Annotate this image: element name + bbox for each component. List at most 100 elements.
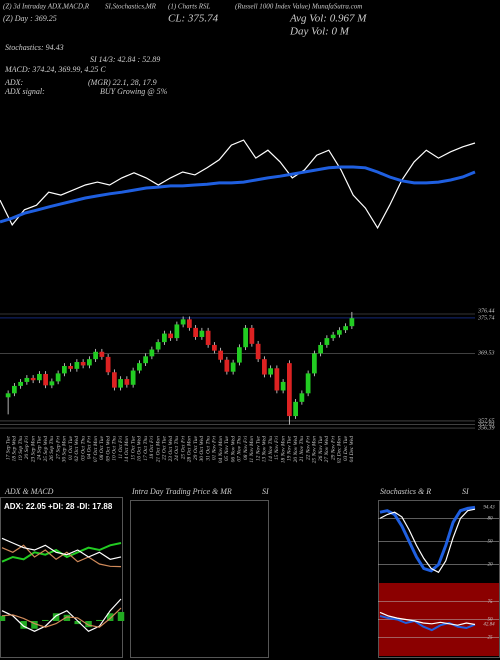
header-text: (Russell 1000 Index Value) MunafaSutra.c… — [235, 3, 362, 11]
candle-body — [18, 381, 23, 386]
panel-title: Stochastics & R — [380, 487, 431, 496]
end-label: 94.43 — [483, 505, 495, 510]
panel-frame — [130, 500, 269, 658]
x-tick-label: 12 Nov Tue — [255, 435, 261, 461]
y-tick-label: 25 — [488, 635, 494, 640]
x-tick-label: 01 Oct Tue — [68, 435, 74, 460]
x-tick-label: 25 Sep Wed — [43, 436, 49, 462]
stochastics-value: Stochastics: 94.43 — [5, 43, 64, 52]
histogram-bar — [52, 613, 60, 621]
candle-body — [318, 344, 323, 354]
candle-body — [62, 366, 67, 374]
candle-body — [87, 359, 92, 366]
x-tick-label: 17 Sep Tue — [5, 435, 11, 460]
adx-values: (MGR) 22.1, 28, 17.9 — [88, 78, 157, 87]
candle-body — [137, 363, 142, 371]
x-tick-label: 27 Sep Fri — [55, 436, 61, 460]
x-tick-label: 29 Nov Fri — [330, 436, 336, 461]
y-tick-label: 369.53 — [477, 351, 495, 357]
candle-body — [37, 373, 42, 381]
x-tick-label: 07 Oct Mon — [93, 436, 99, 463]
x-tick-label: 01 Nov Fri — [212, 436, 218, 461]
candle-body — [199, 330, 205, 337]
series-line — [379, 611, 476, 626]
x-tick-label: 08 Nov Fri — [243, 436, 249, 461]
candle-body — [312, 353, 317, 374]
x-tick-label: 30 Oct Wed — [199, 436, 205, 463]
day-volume: Day Vol: 0 M — [289, 26, 350, 38]
candle-body — [330, 334, 336, 339]
x-tick-label: 30 Sep Mon — [62, 436, 68, 464]
x-tick-label: 19 Sep Thu — [18, 436, 24, 461]
header-text: (Z) 3d Intraday ADX,MACD,R — [3, 3, 90, 11]
x-tick-label: 21 Oct Mon — [155, 436, 161, 463]
x-tick-label: 14 Oct Mon — [123, 436, 130, 463]
candle-body — [112, 372, 117, 388]
candle-body — [349, 318, 355, 327]
x-tick-label: 04 Dec Wed — [348, 436, 355, 463]
candle-body — [299, 393, 305, 402]
candle-body — [305, 373, 311, 394]
y-tick-label: 357.65 — [477, 418, 495, 424]
candle-body — [55, 373, 61, 382]
x-tick-label: 03 Oct Thu — [80, 436, 86, 461]
x-tick-label: 27 Nov Wed — [324, 436, 330, 463]
candle-body — [205, 330, 211, 345]
histogram-bar — [0, 615, 6, 621]
y-tick-label: 80 — [488, 517, 494, 522]
end-label: 42.84 — [483, 623, 495, 628]
histogram-bar — [106, 613, 114, 621]
histogram-bar — [42, 619, 49, 621]
x-tick-label: 25 Oct Fri — [180, 436, 186, 460]
x-tick-label: 18 Sep Wed — [12, 436, 18, 462]
candle-body — [293, 401, 298, 417]
candle-body — [337, 330, 342, 335]
panel-values: ADX: 22.05 +DI: 28 -DI: 17.88 — [4, 502, 113, 511]
x-tick-label: 19 Nov Tue — [287, 435, 293, 461]
series-line — [379, 508, 476, 574]
x-tick-label: 15 Nov Fri — [274, 436, 280, 461]
candle-body — [218, 350, 223, 360]
x-tick-label: 20 Nov Wed — [293, 436, 299, 463]
y-tick-label: 357.03 — [477, 422, 495, 428]
x-tick-label: 14 Nov Thu — [267, 436, 274, 462]
x-tick-label: 04 Nov Mon — [217, 436, 224, 463]
y-tick-label: 356.39 — [477, 425, 495, 431]
x-tick-label: 13 Nov Wed — [262, 436, 268, 463]
candle-body — [68, 366, 73, 369]
candle-body — [105, 356, 111, 373]
x-tick-label: 26 Nov Tue — [318, 435, 324, 461]
candle-body — [99, 351, 105, 357]
candle-body — [193, 327, 198, 337]
y-tick-label: 20 — [488, 563, 494, 568]
x-tick-label: 06 Nov Wed — [230, 436, 236, 463]
x-tick-label: 15 Oct Tue — [130, 435, 136, 460]
x-tick-label: 23 Sep Mon — [30, 436, 36, 463]
candle-body — [162, 333, 167, 343]
y-tick-label: 50 — [488, 618, 494, 623]
candle-body — [243, 327, 248, 348]
candle-body — [249, 327, 255, 344]
x-tick-label: 29 Oct Tue — [193, 435, 199, 460]
candle-body — [80, 362, 86, 366]
x-tick-label: 02 Oct Wed — [74, 436, 80, 462]
candle-body — [74, 362, 80, 369]
si-value: SI 14/3: 42.84 : 52.89 — [90, 55, 160, 64]
x-tick-label: 22 Oct Tue — [162, 435, 168, 460]
x-tick-label: 21 Nov Thu — [299, 436, 305, 462]
adx-signal-value: BUY Growing @ 5% — [100, 87, 168, 96]
series-line — [0, 165, 476, 224]
candle-body — [343, 326, 348, 331]
x-tick-label: 26 Sep Thu — [49, 436, 55, 461]
x-tick-label: 28 Oct Mon — [187, 436, 193, 463]
x-tick-label: 08 Oct Tue — [99, 435, 105, 460]
y-tick-label: 376.44 — [477, 307, 495, 314]
x-tick-label: 23 Oct Wed — [168, 436, 174, 462]
macd-value: MACD: 374.24, 369.99, 4.25 C — [4, 65, 106, 74]
candle-body — [118, 379, 123, 388]
series-line — [1, 607, 122, 628]
x-tick-label: 25 Nov Mon — [312, 436, 318, 463]
x-tick-label: 02 Dec Mon — [337, 436, 343, 463]
histogram-bar — [117, 611, 125, 621]
candle-body — [130, 370, 136, 385]
